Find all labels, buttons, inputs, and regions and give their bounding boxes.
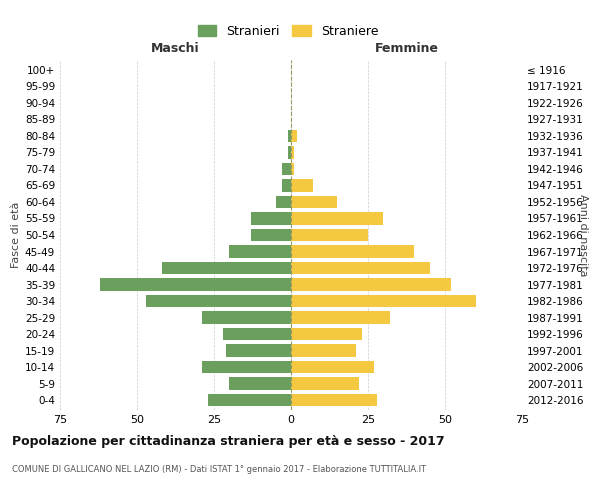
Text: Maschi: Maschi (151, 42, 200, 55)
Bar (202, 312, 291, 324)
Bar (291, 262, 430, 274)
Bar (223, 328, 291, 340)
Bar (229, 378, 291, 390)
Bar (288, 146, 291, 158)
Bar (229, 246, 291, 258)
Text: Femmine: Femmine (374, 42, 439, 55)
Bar (291, 312, 389, 324)
Bar (291, 394, 377, 406)
Bar (100, 278, 291, 290)
Bar (282, 180, 291, 192)
Bar (202, 361, 291, 374)
Bar (291, 196, 337, 208)
Text: COMUNE DI GALLICANO NEL LAZIO (RM) - Dati ISTAT 1° gennaio 2017 - Elaborazione T: COMUNE DI GALLICANO NEL LAZIO (RM) - Dat… (12, 465, 426, 474)
Bar (282, 163, 291, 175)
Bar (251, 229, 291, 241)
Y-axis label: Fasce di età: Fasce di età (11, 202, 21, 268)
Bar (208, 394, 291, 406)
Bar (291, 344, 356, 357)
Bar (251, 212, 291, 224)
Bar (291, 246, 414, 258)
Bar (291, 130, 297, 142)
Bar (291, 361, 374, 374)
Bar (291, 212, 383, 224)
Bar (146, 295, 291, 307)
Y-axis label: Anni di nascita: Anni di nascita (578, 194, 588, 276)
Legend: Stranieri, Straniere: Stranieri, Straniere (194, 21, 382, 42)
Bar (291, 146, 294, 158)
Bar (226, 344, 291, 357)
Text: Popolazione per cittadinanza straniera per età e sesso - 2017: Popolazione per cittadinanza straniera p… (12, 435, 445, 448)
Bar (275, 196, 291, 208)
Bar (291, 295, 476, 307)
Bar (291, 180, 313, 192)
Bar (161, 262, 291, 274)
Bar (291, 163, 294, 175)
Bar (291, 328, 362, 340)
Bar (288, 130, 291, 142)
Bar (291, 378, 359, 390)
Bar (291, 229, 368, 241)
Bar (291, 278, 451, 290)
